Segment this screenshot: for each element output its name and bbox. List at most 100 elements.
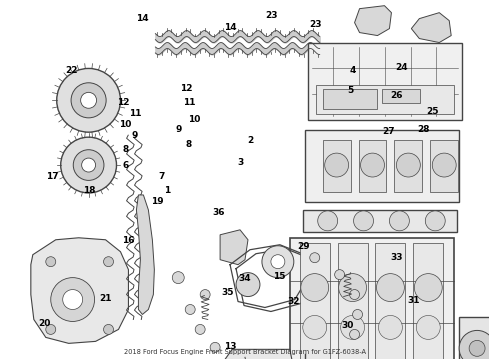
Circle shape [301,274,329,302]
Circle shape [349,329,360,339]
Circle shape [335,270,344,280]
Text: 2018 Ford Focus Engine Front Support Bracket Diagram for G1FZ-6038-A: 2018 Ford Focus Engine Front Support Bra… [124,349,366,355]
Bar [383,89,420,103]
Text: 11: 11 [183,98,195,107]
Text: 12: 12 [117,98,129,107]
Circle shape [81,92,97,108]
Text: 5: 5 [347,86,353,95]
Circle shape [195,324,205,334]
Circle shape [262,246,294,278]
Circle shape [425,211,445,231]
Circle shape [459,330,490,360]
Bar [414,243,443,360]
Bar [338,243,368,360]
Circle shape [415,274,442,302]
Bar [305,130,459,202]
Circle shape [63,289,83,310]
Text: 33: 33 [390,253,403,262]
Text: 22: 22 [66,66,78,75]
Text: 35: 35 [221,288,234,297]
Text: 23: 23 [310,19,322,28]
Circle shape [185,305,195,315]
Text: 12: 12 [180,84,193,93]
Polygon shape [412,13,451,42]
Text: 16: 16 [122,237,134,246]
Circle shape [103,257,114,267]
Polygon shape [136,195,154,315]
Circle shape [339,274,367,302]
Circle shape [303,315,327,339]
Text: 4: 4 [349,66,356,75]
Bar [459,318,490,360]
Circle shape [74,150,104,180]
Circle shape [353,310,363,319]
Bar [303,210,457,232]
Bar [308,42,462,120]
Circle shape [103,324,114,334]
Circle shape [227,359,237,360]
Circle shape [51,278,95,321]
Circle shape [390,211,409,231]
Bar [359,140,387,192]
Bar [375,243,405,360]
Circle shape [378,315,402,339]
Text: 18: 18 [82,186,95,195]
Polygon shape [355,6,392,36]
Text: 6: 6 [122,161,128,170]
Polygon shape [220,230,248,265]
Bar [430,140,458,192]
Circle shape [354,211,373,231]
Circle shape [200,289,210,300]
Text: 11: 11 [129,109,142,118]
Text: 2: 2 [247,136,253,145]
Circle shape [361,153,385,177]
Text: 10: 10 [188,114,200,123]
Circle shape [341,315,365,339]
Circle shape [416,315,440,339]
Text: 20: 20 [39,319,51,328]
Circle shape [271,255,285,269]
Circle shape [236,273,260,297]
Text: 10: 10 [119,120,132,129]
Text: 9: 9 [176,125,182,134]
Text: 26: 26 [390,91,403,100]
Text: 8: 8 [186,140,192,149]
Text: 31: 31 [407,296,419,305]
Text: 23: 23 [266,10,278,19]
Bar [316,85,454,114]
Polygon shape [31,238,128,343]
Circle shape [325,153,348,177]
Circle shape [469,340,485,356]
Text: 3: 3 [237,158,243,167]
Polygon shape [222,349,295,360]
Bar [323,89,377,109]
Text: 30: 30 [342,321,354,330]
Text: 17: 17 [46,172,58,181]
Text: 36: 36 [212,208,224,217]
Circle shape [57,68,121,132]
Circle shape [82,158,96,172]
Text: 15: 15 [273,272,285,281]
Text: 7: 7 [159,172,165,181]
Circle shape [46,324,56,334]
Bar [323,140,350,192]
Text: 34: 34 [239,274,251,283]
Circle shape [396,153,420,177]
Text: 19: 19 [151,197,164,206]
Text: 29: 29 [297,242,310,251]
Circle shape [71,83,106,118]
Bar [290,238,454,360]
Text: 25: 25 [427,107,439,116]
Circle shape [61,137,117,193]
Text: 32: 32 [288,297,300,306]
Circle shape [318,211,338,231]
Circle shape [376,274,404,302]
Text: 28: 28 [417,125,429,134]
Circle shape [172,272,184,284]
Circle shape [349,289,360,300]
Circle shape [432,153,456,177]
Text: 13: 13 [224,342,237,351]
Text: 27: 27 [383,127,395,136]
Circle shape [46,257,56,267]
Circle shape [210,342,220,352]
